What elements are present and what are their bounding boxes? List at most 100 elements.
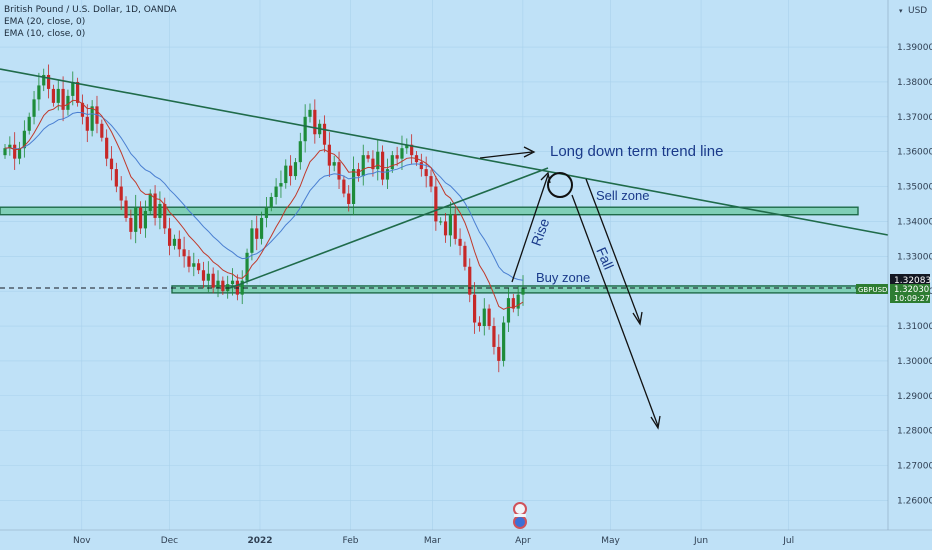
- last-price-tag-value: 1.32083: [894, 276, 931, 286]
- candle-body: [424, 169, 428, 177]
- candle-body: [100, 123, 104, 138]
- candle-body: [17, 148, 22, 159]
- candle-body: [66, 95, 70, 110]
- candle-body: [80, 102, 85, 117]
- candle-body: [458, 238, 462, 246]
- sell-zone-label: Sell zone: [596, 188, 649, 203]
- candle-body: [308, 109, 312, 117]
- candle-body: [71, 81, 75, 96]
- candle-body: [201, 270, 206, 281]
- candle-body: [313, 109, 317, 135]
- candle-body: [192, 263, 196, 267]
- candle-body: [264, 207, 269, 218]
- candle-body: [366, 155, 370, 159]
- x-tick-label: Nov: [73, 536, 91, 546]
- buy-zone-rect[interactable]: [171, 285, 859, 294]
- x-tick-label: Feb: [343, 536, 359, 546]
- y-tick-label: 1.28000: [897, 427, 932, 437]
- x-tick-label: Apr: [515, 536, 531, 546]
- economic-events-icon[interactable]: [513, 502, 527, 529]
- y-tick-label: 1.37000: [897, 113, 932, 123]
- candle-body: [61, 88, 65, 110]
- candle-body: [405, 144, 409, 149]
- candle-body: [332, 162, 336, 166]
- candle-body: [284, 165, 288, 184]
- rise-arrow-line: [511, 174, 549, 283]
- candle-body: [250, 228, 254, 253]
- candle-body: [279, 183, 283, 187]
- candle-body: [439, 221, 443, 223]
- sell-zone-rect[interactable]: [0, 206, 859, 216]
- candle-body: [134, 207, 138, 232]
- trend-arrow-head: [523, 146, 536, 158]
- candle-body: [22, 130, 26, 149]
- candle-body: [148, 193, 152, 211]
- rise-arrow-head: [540, 171, 551, 184]
- candle-body: [381, 151, 385, 180]
- trend-arrow-line: [479, 151, 533, 159]
- candle-body: [143, 210, 147, 229]
- candle-body: [400, 148, 404, 159]
- time-axis[interactable]: Nov Dec 2022 Feb Mar Apr May Jun Jul: [73, 536, 794, 546]
- x-tick-label: Mar: [424, 536, 441, 546]
- fall-arrow-line-2: [571, 194, 659, 427]
- candle-body: [42, 74, 46, 86]
- candle-body: [13, 144, 17, 159]
- candle-body: [85, 116, 89, 131]
- candle-body: [502, 322, 506, 361]
- y-tick-label: 1.36000: [897, 148, 932, 158]
- candle-body: [3, 148, 7, 156]
- candle-body: [259, 217, 264, 239]
- candle-body: [255, 228, 259, 239]
- ema10-legend[interactable]: EMA (10, close, 0): [4, 29, 86, 39]
- candle-body: [221, 280, 225, 292]
- candle-body: [337, 162, 341, 180]
- y-tick-label: 1.31000: [897, 322, 932, 332]
- long-down-trend-line[interactable]: [0, 68, 889, 236]
- ema20-legend[interactable]: EMA (20, close, 0): [4, 17, 86, 27]
- trend-annotation: Long down term trend line: [550, 143, 723, 160]
- candle-body: [153, 193, 157, 218]
- x-tick-label: 2022: [247, 536, 272, 546]
- candle-body: [303, 116, 307, 142]
- candle-body: [163, 203, 167, 229]
- symbol-title[interactable]: British Pound / U.S. Dollar, 1D, OANDA: [4, 5, 177, 15]
- currency-dropdown-icon[interactable]: ▾: [899, 7, 903, 15]
- candle-body: [322, 123, 327, 145]
- y-tick-label: 1.39000: [897, 43, 932, 53]
- candle-body: [230, 280, 235, 285]
- y-tick-label: 1.33000: [897, 252, 932, 262]
- candle-body: [463, 245, 467, 267]
- candle-body: [390, 155, 394, 170]
- candle-body: [293, 162, 298, 177]
- y-tick-label: 1.26000: [897, 496, 932, 506]
- x-tick-label: May: [601, 536, 620, 546]
- candle-body: [138, 207, 143, 229]
- candle-body: [124, 200, 128, 218]
- candles: [3, 64, 525, 373]
- fall-arrow-line-1: [585, 178, 641, 323]
- candle-body: [434, 186, 438, 222]
- candle-body: [187, 256, 191, 267]
- candle-body: [395, 155, 399, 159]
- candle-body: [37, 85, 41, 100]
- candle-body: [521, 287, 525, 295]
- candle-body: [511, 298, 515, 309]
- candle-body: [429, 176, 433, 187]
- candle-body: [497, 346, 501, 361]
- up-trend-line[interactable]: [229, 167, 549, 289]
- candle-body: [487, 308, 491, 327]
- candle-body: [385, 169, 390, 180]
- candle-body: [119, 186, 123, 201]
- candle-body: [240, 280, 244, 295]
- y-tick-label: 1.29000: [897, 392, 932, 402]
- candle-body: [419, 162, 423, 170]
- y-tick-label: 1.38000: [897, 78, 932, 88]
- candle-body: [109, 158, 114, 170]
- candle-body: [371, 158, 375, 170]
- reversal-circle[interactable]: [547, 172, 573, 198]
- candle-body: [289, 165, 293, 177]
- candle-body: [492, 326, 496, 347]
- buy-zone-label: Buy zone: [536, 270, 590, 285]
